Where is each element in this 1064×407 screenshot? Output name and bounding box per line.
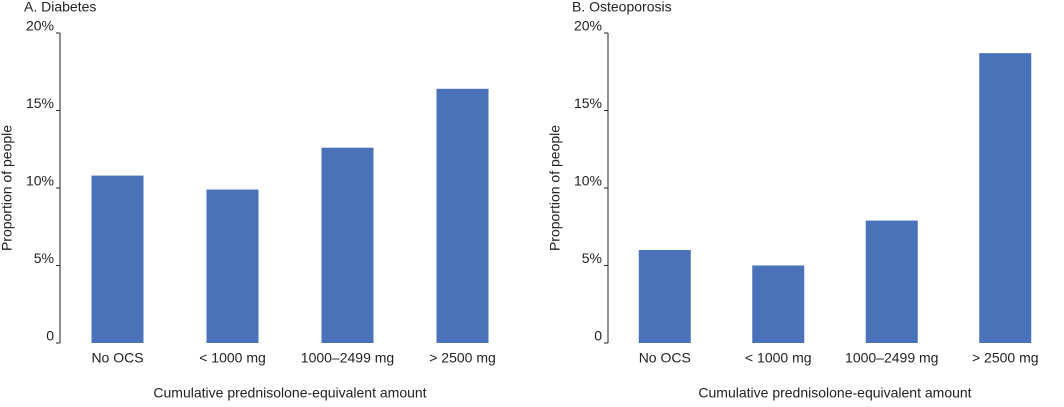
y-tick-label: 5% bbox=[582, 250, 602, 266]
bar bbox=[91, 175, 144, 343]
x-tick-label: 1000–2499 mg bbox=[845, 350, 938, 366]
x-tick-label: > 2500 mg bbox=[972, 350, 1039, 366]
y-tick-label: 10% bbox=[574, 173, 602, 189]
x-tick-label: No OCS bbox=[639, 350, 691, 366]
bar bbox=[206, 189, 259, 343]
x-tick-label: No OCS bbox=[91, 350, 143, 366]
x-tick-label: < 1000 mg bbox=[745, 350, 812, 366]
bar bbox=[752, 265, 805, 343]
y-axis-label: Proportion of people bbox=[547, 125, 563, 251]
x-axis-label: Cumulative prednisolone-equivalent amoun… bbox=[698, 385, 971, 401]
bar bbox=[979, 53, 1032, 344]
y-tick-label: 0 bbox=[46, 328, 54, 344]
bar bbox=[865, 220, 918, 343]
chart-title: B. Osteoporosis bbox=[572, 0, 672, 15]
x-tick-label: < 1000 mg bbox=[199, 350, 266, 366]
y-tick-label: 20% bbox=[574, 18, 602, 34]
y-tick-label: 5% bbox=[34, 250, 54, 266]
y-axis-label: Proportion of people bbox=[0, 125, 15, 251]
y-tick-label: 10% bbox=[26, 173, 54, 189]
chart-title: A. Diabetes bbox=[24, 0, 96, 15]
bar bbox=[436, 88, 489, 343]
x-tick-label: 1000–2499 mg bbox=[301, 350, 394, 366]
x-axis-label: Cumulative prednisolone-equivalent amoun… bbox=[153, 385, 426, 401]
bar bbox=[321, 147, 374, 343]
y-tick-label: 0 bbox=[594, 328, 602, 344]
y-tick-label: 15% bbox=[574, 95, 602, 111]
bar bbox=[638, 250, 691, 343]
y-tick-label: 15% bbox=[26, 95, 54, 111]
x-tick-label: > 2500 mg bbox=[429, 350, 496, 366]
y-tick-label: 20% bbox=[26, 18, 54, 34]
